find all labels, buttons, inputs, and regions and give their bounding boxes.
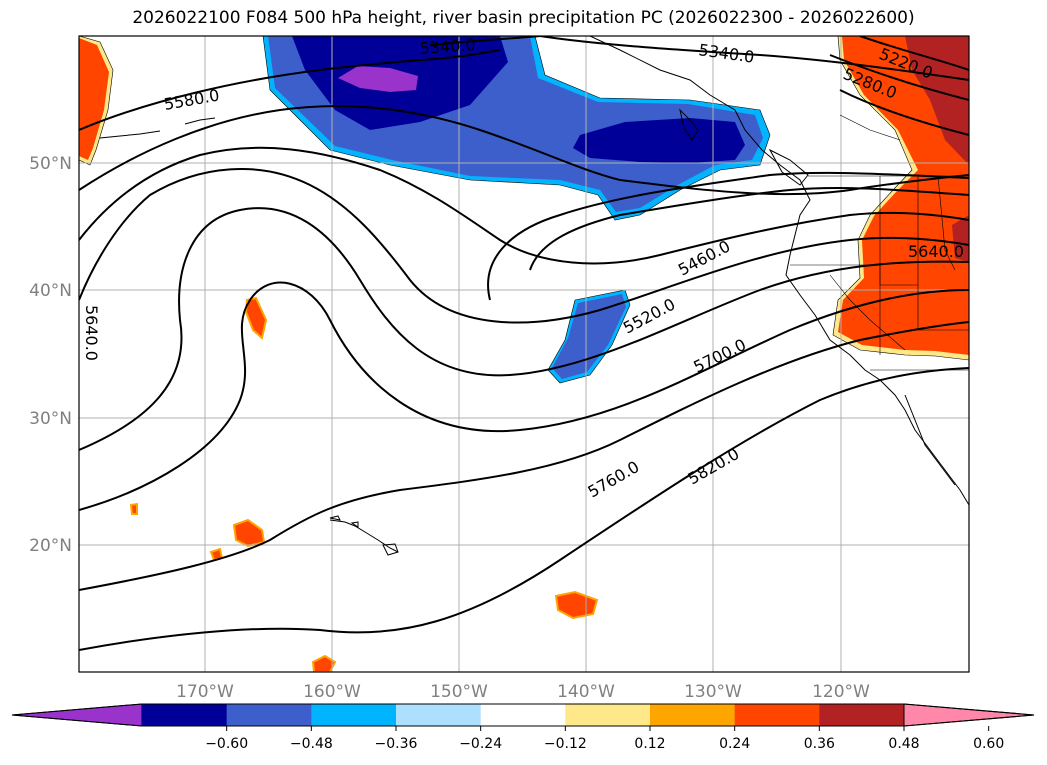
contour-label: 5340.0 — [419, 35, 476, 58]
colorbar-tick-label: 0.60 — [973, 736, 1004, 752]
lat-label: 40°N — [29, 281, 72, 301]
precip-pos-region-darkred-2 — [952, 215, 969, 262]
lat-label: 50°N — [29, 154, 72, 174]
precip-pos-region-darkred — [905, 36, 969, 165]
colorbar-tick-label: −0.48 — [290, 736, 333, 752]
precip-pos-blob — [244, 296, 268, 340]
colorbar-tick-label: 0.48 — [888, 736, 919, 752]
colorbar-segment — [650, 704, 736, 726]
precip-pos-blob — [129, 502, 138, 515]
lon-label: 140°W — [557, 682, 615, 702]
lat-label: 20°N — [29, 536, 72, 556]
precip-neg-region-south-core — [552, 294, 626, 379]
colorbar-segment — [734, 704, 820, 726]
colorbar-extend-high — [903, 703, 1035, 727]
precip-neg-region-purple — [338, 66, 418, 92]
precip-neg-region-dark-2 — [573, 118, 745, 163]
contour-label: 5640.0 — [908, 242, 964, 261]
colorbar-segment — [396, 704, 482, 726]
gridlines — [79, 36, 969, 672]
coastlines — [99, 36, 969, 556]
map-area: 5340.0 5580.0 5340.0 5220.0 5280.0 5640.… — [79, 35, 969, 672]
colorbar-segment — [142, 704, 228, 726]
precip-pos-blob — [554, 590, 599, 620]
colorbar-tick-label: 0.36 — [804, 736, 835, 752]
latitude-labels: 50°N 40°N 30°N 20°N — [29, 154, 72, 556]
lon-label: 120°W — [812, 682, 870, 702]
colorbar-tick-label: −0.24 — [459, 736, 502, 752]
lon-label: 160°W — [303, 682, 361, 702]
chart-title: 2026022100 F084 500 hPa height, river ba… — [132, 8, 915, 28]
colorbar-tick-label: −0.12 — [544, 736, 587, 752]
colorbar-outline — [11, 703, 1035, 727]
lon-label: 150°W — [430, 682, 488, 702]
colorbar-tick-label: −0.36 — [375, 736, 418, 752]
lon-label: 170°W — [176, 682, 234, 702]
colorbar-tick-label: 0.12 — [634, 736, 665, 752]
colorbar-segment — [480, 704, 566, 726]
lat-label: 30°N — [29, 409, 72, 429]
map-frame — [78, 35, 970, 673]
colorbar-segment — [819, 704, 905, 726]
height-contours — [79, 36, 969, 651]
colorbar-tick-label: −0.60 — [205, 736, 248, 752]
colorbar-segment — [311, 704, 397, 726]
colorbar-extend-low — [11, 703, 143, 727]
colorbar-ticks: −0.60 −0.48 −0.36 −0.24 −0.12 0.12 0.24 0.36 0.4… — [205, 726, 1004, 752]
lon-label: 130°W — [684, 682, 742, 702]
precip-pos-region-west-core — [79, 38, 109, 160]
colorbar — [11, 703, 1035, 727]
colorbar-tick-label: 0.24 — [719, 736, 750, 752]
colorbar-segment — [565, 704, 651, 726]
contour-label: 5640.0 — [82, 305, 101, 361]
longitude-labels: 170°W 160°W 150°W 140°W 130°W 120°W — [176, 682, 870, 702]
colorbar-segment — [226, 704, 312, 726]
